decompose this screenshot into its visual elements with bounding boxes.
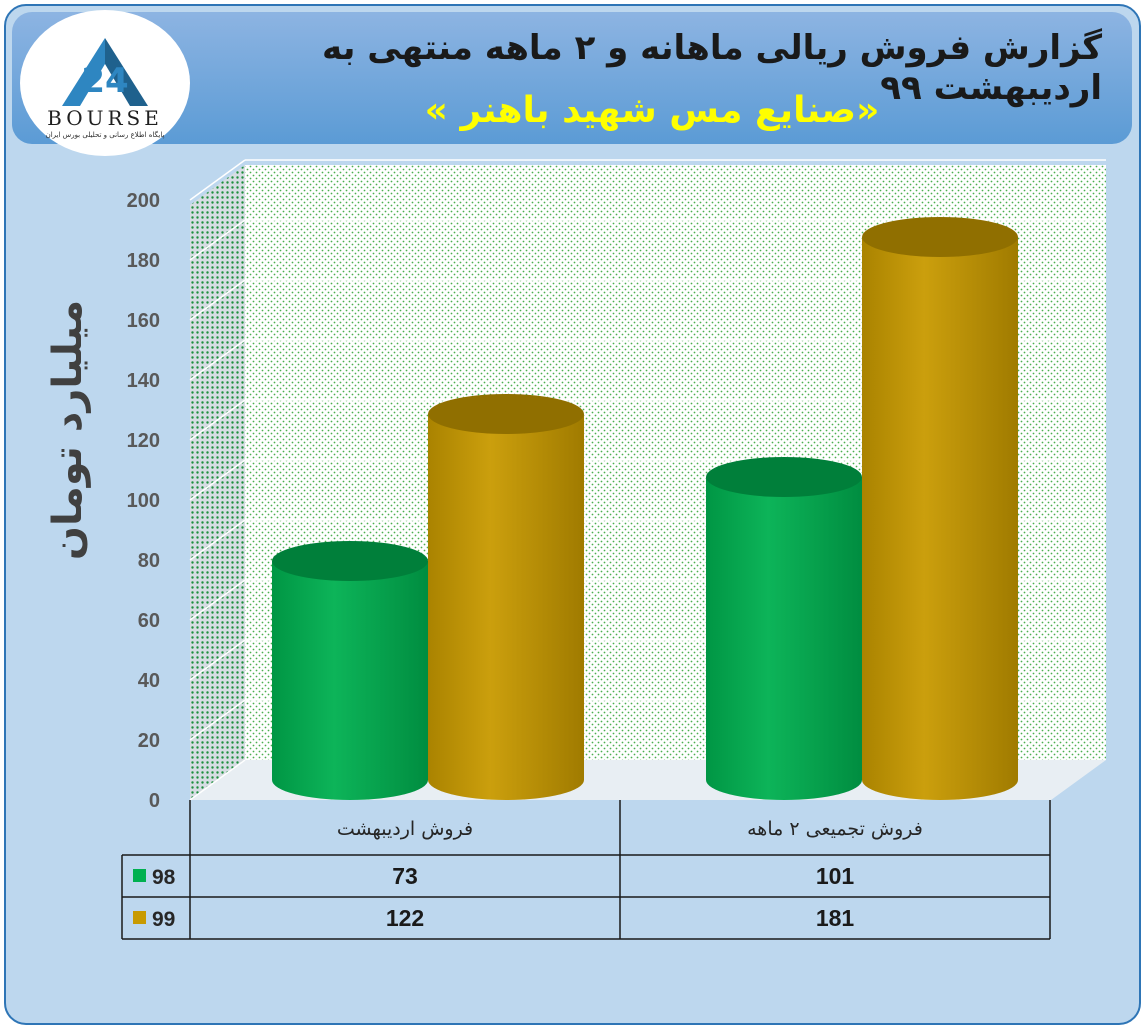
table-value: 101 [816, 863, 855, 889]
y-tick-label: 60 [138, 610, 160, 632]
legend-label-99: 99 [152, 908, 175, 931]
bar-top-99-2 [862, 217, 1018, 257]
logo-tagline: پایگاه اطلاع رسانی و تحلیلی بورس ایران [45, 131, 165, 139]
gridline-side [189, 759, 246, 801]
category-label: فروش اردیبهشت [337, 818, 473, 840]
table-value: 73 [392, 863, 418, 889]
bourse24-logo: 24 BOURSE پایگاه اطلاع رسانی و تحلیلی بو… [20, 10, 190, 156]
chart-title: گزارش فروش ریالی ماهانه و ۲ ماهه منتهی ب… [322, 28, 1102, 108]
header-banner: گزارش فروش ریالی ماهانه و ۲ ماهه منتهی ب… [12, 12, 1132, 144]
y-tick-label: 40 [138, 670, 160, 692]
bar-98-2 [706, 477, 862, 800]
gridline-side [189, 639, 246, 681]
y-tick-label: 180 [127, 250, 160, 272]
gridline-side [189, 699, 246, 741]
y-tick-label: 0 [149, 790, 160, 812]
gridline-side [189, 459, 246, 501]
gridline-side [189, 279, 246, 321]
bar-99-1 [428, 414, 584, 800]
table-value: 181 [816, 905, 855, 931]
y-tick-label: 160 [127, 310, 160, 332]
bar-99-2 [862, 237, 1018, 800]
legend-key-98 [133, 869, 146, 882]
gridline-side [189, 579, 246, 621]
gridline-side [189, 519, 246, 561]
chart-side-wall [190, 165, 245, 800]
logo-number: 24 [81, 61, 128, 101]
y-tick-label: 120 [127, 430, 160, 452]
y-tick-label: 100 [127, 490, 160, 512]
category-label: فروش تجمیعی ۲ ماهه [747, 818, 923, 840]
bar-top-99-1 [428, 394, 584, 434]
logo-mark-icon: 24 [62, 38, 148, 106]
bar-98-1 [272, 561, 428, 800]
gridline-side [189, 399, 246, 441]
logo-wordmark: BOURSE [47, 106, 163, 130]
gridline-side [189, 219, 246, 261]
legend-key-99 [133, 911, 146, 924]
bar-top-98-1 [272, 541, 428, 581]
y-tick-label: 200 [127, 190, 160, 212]
table-value: 122 [386, 905, 424, 931]
bar-top-98-2 [706, 457, 862, 497]
y-tick-label: 80 [138, 550, 160, 572]
y-tick-label: 140 [127, 370, 160, 392]
legend-label-98: 98 [152, 866, 176, 889]
gridline-side [189, 339, 246, 381]
gridline-side [189, 159, 246, 201]
y-tick-label: 20 [138, 730, 160, 752]
chart-subtitle: «صنایع مس شهید باهنر » [424, 90, 880, 131]
